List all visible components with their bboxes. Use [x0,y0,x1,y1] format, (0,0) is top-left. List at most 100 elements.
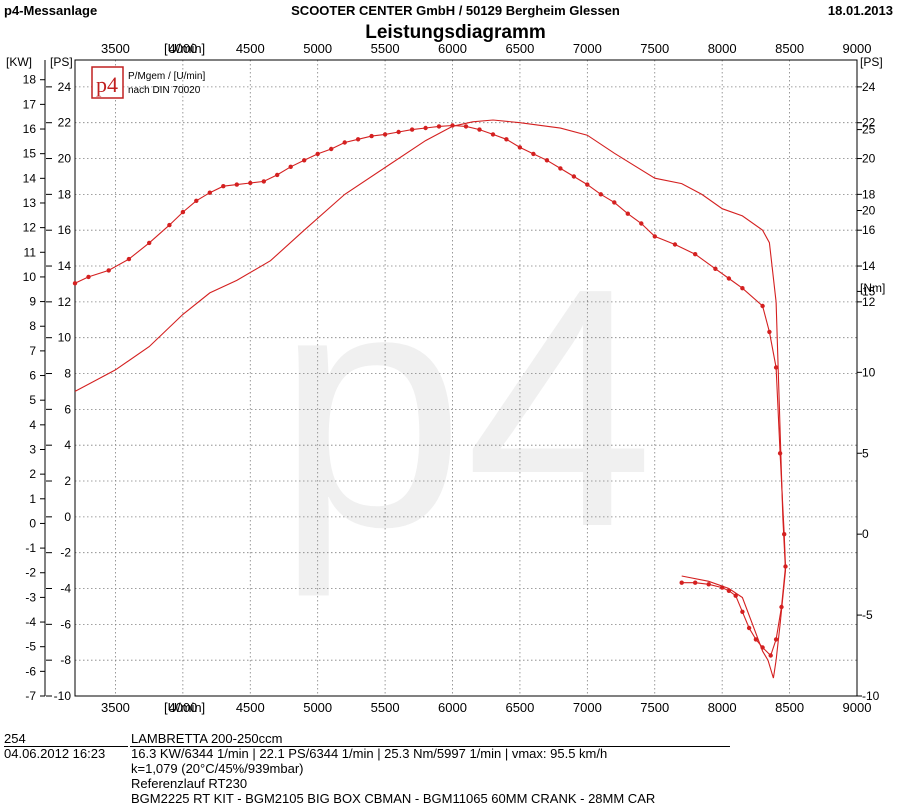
ps-right-tick-label: 24 [862,80,876,94]
ps-left-tick-label: 6 [64,402,71,416]
torque-point [261,179,266,184]
ps-left-tick-label: -2 [60,546,71,560]
ps-left-tick-label: 8 [64,367,71,381]
nm-tick-label: 5 [862,446,869,460]
torque-point [369,133,374,139]
ps-left-tick-label: 2 [64,474,71,488]
ps-left-tick-label: 14 [58,259,72,273]
kw-tick-label: 2 [29,467,36,481]
x-tick-label-bottom: 5000 [303,700,332,715]
ps-left-tick-label: -10 [54,689,72,703]
torque-point [571,174,577,179]
plot-frame [74,59,858,697]
kw-tick-label: 5 [29,393,36,407]
x-tick-label-bottom: 4000 [168,700,197,715]
torque-point [693,252,698,257]
x-tick-label-top: 5000 [303,41,332,56]
torque-point [779,604,784,610]
x-tick-label-bottom: 4500 [236,700,265,715]
kw-tick-label: 7 [29,344,36,358]
nm-tick-label: -5 [862,608,873,622]
nm-tick-label: 20 [862,204,876,218]
x-tick-label-bottom: 6000 [438,700,467,715]
kw-axis-label: [KW] [6,55,32,69]
test-conditions: k=1,079 (20°C/45%/939mbar) [131,761,304,776]
logo-caption-norm: nach DIN 70020 [128,85,201,96]
kw-tick-label: -2 [25,566,36,580]
ps-left-tick-label: 12 [58,295,72,309]
ps-right-axis-label: [PS] [860,55,883,69]
torque-point [477,127,482,132]
ps-left-tick-label: 18 [58,187,72,201]
torque-point [768,653,773,658]
app-title: p4-Messanlage [4,3,98,18]
kw-tick-label: 14 [23,171,37,185]
x-tick-label-top: 6500 [505,41,534,56]
ps-right-tick-label: 14 [862,259,876,273]
run-date: 04.06.2012 16:23 [4,746,106,761]
kw-tick-label: -4 [25,615,36,629]
ps-left-tick-label: 0 [64,510,71,524]
x-axis-label-bottom: [U/min] [164,700,205,715]
footer-divider-left [4,746,128,747]
torque-point [342,140,347,145]
kw-tick-label: -1 [25,541,36,555]
x-tick-label-top: 7000 [573,41,602,56]
kw-tick-label: -6 [25,664,36,678]
torque-point [329,146,334,152]
kw-tick-label: -7 [25,689,36,703]
x-tick-label-top: 4500 [236,41,265,56]
p4-logo: p4 [91,66,124,99]
vehicle-name: LAMBRETTA 200-250ccm [131,731,283,746]
x-tick-label-bottom: 9000 [843,700,872,715]
ps-left-tick-label: -4 [60,582,71,596]
torque-point [302,158,307,163]
torque-point [544,158,550,163]
torque-point [382,132,388,137]
kw-tick-label: 10 [23,270,37,284]
torque-point [598,192,603,197]
kw-tick-label: 0 [29,516,36,530]
ps-right-tick-label: 18 [862,187,876,201]
torque-curve [74,124,787,657]
torque-point [760,645,765,650]
axis-ticks: 3500350040004000450045005000500055005500… [23,41,880,715]
torque-point [720,585,725,590]
torque-point [423,125,428,131]
ps-right-tick-label: 20 [862,152,876,166]
torque-point [275,172,280,178]
torque-point [167,222,172,228]
kw-tick-label: 18 [23,73,37,87]
torque-point [782,532,787,537]
x-tick-label-bottom: 7500 [640,700,669,715]
torque-point [726,588,732,593]
kw-tick-label: 15 [23,147,37,161]
torque-point [783,564,788,569]
series-layer [72,119,788,679]
x-tick-label-bottom: 5500 [371,700,400,715]
torque-point [72,281,78,286]
ps-left-tick-label: 24 [58,80,72,94]
torque-point [558,166,563,171]
torque-point [753,637,759,642]
power-diagram-chart: p4 3500350040004000450045005000500055005… [6,41,885,715]
torque-point [585,182,590,187]
x-tick-label-bottom: 7000 [573,700,602,715]
torque-point [355,137,361,142]
nm-tick-label: 10 [862,365,876,379]
x-tick-label-top: 8500 [775,41,804,56]
ps-right-tick-label: 22 [862,116,876,130]
x-tick-label-top: 8000 [708,41,737,56]
kw-tick-label: 9 [29,295,36,309]
torque-point [531,151,536,157]
torque-point [490,132,496,137]
x-axis-label-top: [U/min] [164,41,205,56]
setup-description: BGM2225 RT KIT - BGM2105 BIG BOX CBMAN -… [131,791,656,806]
torque-point [409,127,415,132]
ps-left-tick-label: 10 [58,331,72,345]
torque-point [639,221,644,226]
kw-tick-label: 6 [29,369,36,383]
kw-tick-label: 16 [23,122,37,136]
torque-point [773,637,779,642]
x-tick-label-bottom: 6500 [505,700,534,715]
